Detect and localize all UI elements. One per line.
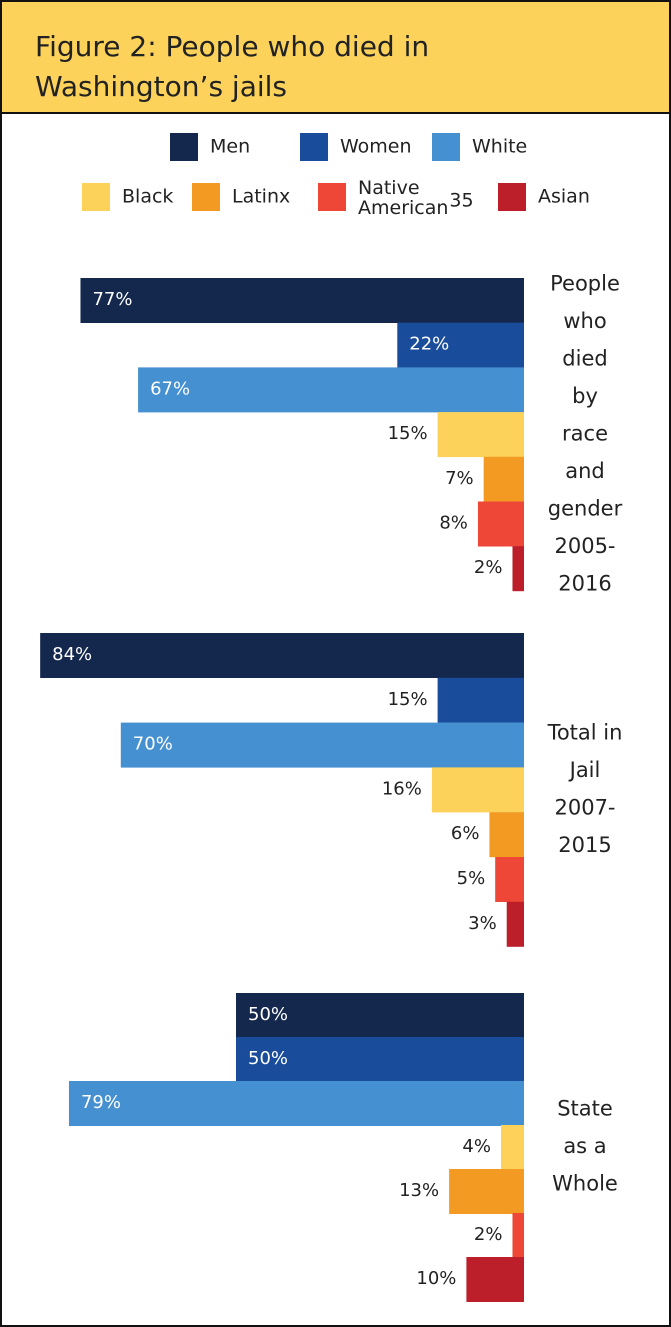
bar [236, 993, 524, 1038]
value-label: 67% [150, 378, 190, 399]
bar [477, 501, 524, 547]
legend-swatch [82, 183, 110, 211]
value-label: 7% [445, 468, 474, 489]
bar [512, 1213, 524, 1258]
title-box [0, 0, 671, 114]
value-label: 70% [133, 734, 173, 755]
legend-swatch [318, 183, 346, 211]
bar [236, 1037, 524, 1082]
legend-swatch [170, 133, 198, 161]
value-label: 6% [451, 823, 480, 844]
value-label: 8% [439, 513, 468, 534]
category-label: People who died by race and gender 2005-2016 [548, 271, 623, 595]
bar [483, 456, 524, 502]
bar [512, 546, 524, 592]
legend-label: Women [340, 136, 412, 158]
bar [437, 677, 524, 723]
legend-label: Men [210, 136, 250, 158]
value-label: 79% [81, 1092, 121, 1113]
chart-title: Figure 2: People who died in Washington’s… [35, 30, 429, 103]
legend-label: White [472, 136, 527, 158]
legend-swatch [432, 133, 460, 161]
category-label: Total in Jail 2007-2015 [547, 721, 623, 858]
value-label: 10% [416, 1268, 456, 1289]
value-label: 50% [248, 1004, 288, 1025]
value-label: 13% [399, 1180, 439, 1201]
value-label: 5% [457, 868, 486, 889]
bar [449, 1169, 524, 1214]
value-label: 22% [409, 334, 449, 355]
legend-label: Latinx [232, 186, 290, 208]
bar [495, 857, 524, 902]
value-label: 50% [248, 1048, 288, 1069]
value-label: 84% [52, 644, 92, 665]
value-label: 2% [474, 557, 503, 578]
value-label: 77% [92, 289, 132, 310]
bar [489, 812, 524, 858]
bar [68, 1081, 525, 1126]
value-label: 4% [462, 1136, 491, 1157]
bar [397, 322, 524, 368]
legend-swatch [498, 183, 526, 211]
legend-footnote: 35 [449, 190, 473, 212]
bar [431, 767, 524, 813]
bar [500, 1125, 524, 1170]
bar [466, 1257, 524, 1302]
bar [40, 633, 524, 678]
bar [506, 901, 524, 947]
value-label: 3% [468, 913, 497, 934]
legend-swatch [192, 183, 220, 211]
value-label: 2% [474, 1224, 503, 1245]
bar [437, 412, 524, 458]
value-label: 16% [382, 778, 422, 799]
legend-swatch [300, 133, 328, 161]
value-label: 15% [388, 689, 428, 710]
legend-label: Native American [358, 177, 448, 219]
legend-label: Asian [538, 186, 590, 208]
category-label: State as a Whole [552, 1097, 618, 1196]
value-label: 15% [388, 423, 428, 444]
bar [80, 278, 524, 323]
legend-label: Black [122, 186, 173, 208]
bar [120, 722, 525, 768]
bar [138, 367, 524, 413]
